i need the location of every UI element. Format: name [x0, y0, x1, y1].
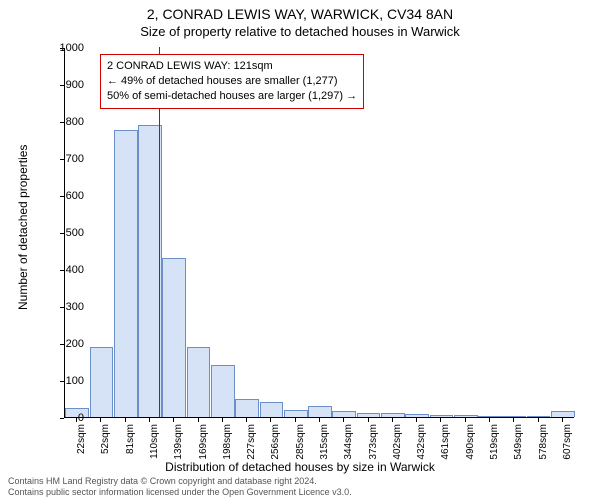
- x-tick-label: 578sqm: [538, 424, 549, 464]
- x-tick-label: 402sqm: [392, 424, 403, 464]
- y-tick-label: 600: [66, 190, 84, 202]
- x-tick-label: 432sqm: [416, 424, 427, 464]
- x-tick-label: 22sqm: [76, 424, 87, 464]
- histogram-bar: [357, 413, 381, 417]
- x-tick-mark: [319, 418, 320, 422]
- footer-line-2: Contains public sector information licen…: [8, 487, 592, 498]
- x-tick-label: 256sqm: [270, 424, 281, 464]
- x-tick-mark: [270, 418, 271, 422]
- y-axis-label: Number of detached properties: [16, 145, 30, 310]
- histogram-bar: [454, 415, 478, 417]
- y-tick-mark: [60, 196, 64, 197]
- y-tick-label: 900: [66, 79, 84, 91]
- y-tick-mark: [60, 48, 64, 49]
- y-tick-label: 800: [66, 116, 84, 128]
- x-tick-label: 285sqm: [295, 424, 306, 464]
- histogram-bar: [187, 347, 211, 417]
- y-tick-mark: [60, 159, 64, 160]
- x-tick-mark: [513, 418, 514, 422]
- x-tick-label: 198sqm: [222, 424, 233, 464]
- x-tick-mark: [489, 418, 490, 422]
- y-tick-label: 100: [66, 375, 84, 387]
- y-tick-mark: [60, 85, 64, 86]
- info-line-1: 2 CONRAD LEWIS WAY: 121sqm: [107, 59, 357, 74]
- x-tick-mark: [76, 418, 77, 422]
- x-tick-mark: [440, 418, 441, 422]
- x-tick-label: 519sqm: [489, 424, 500, 464]
- histogram-bar: [502, 416, 526, 417]
- x-tick-label: 490sqm: [465, 424, 476, 464]
- x-tick-label: 139sqm: [173, 424, 184, 464]
- y-tick-label: 0: [78, 412, 84, 424]
- histogram-bar: [211, 365, 235, 417]
- y-tick-mark: [60, 344, 64, 345]
- histogram-bar: [284, 410, 308, 417]
- x-tick-label: 373sqm: [368, 424, 379, 464]
- x-tick-label: 81sqm: [125, 424, 136, 464]
- chart-title-main: 2, CONRAD LEWIS WAY, WARWICK, CV34 8AN: [0, 0, 600, 22]
- x-tick-mark: [465, 418, 466, 422]
- x-tick-label: 227sqm: [246, 424, 257, 464]
- histogram-bar: [235, 399, 259, 418]
- y-tick-mark: [60, 122, 64, 123]
- histogram-bar: [162, 258, 186, 417]
- y-tick-mark: [60, 307, 64, 308]
- histogram-bar: [381, 413, 405, 417]
- histogram-bar: [308, 406, 332, 417]
- x-tick-mark: [538, 418, 539, 422]
- histogram-bar: [90, 347, 114, 417]
- y-tick-label: 700: [66, 153, 84, 165]
- x-tick-label: 315sqm: [319, 424, 330, 464]
- chart-title-sub: Size of property relative to detached ho…: [0, 22, 600, 39]
- histogram-bar: [332, 411, 356, 417]
- x-tick-mark: [149, 418, 150, 422]
- x-tick-label: 461sqm: [440, 424, 451, 464]
- y-tick-label: 200: [66, 338, 84, 350]
- x-tick-mark: [100, 418, 101, 422]
- x-tick-mark: [125, 418, 126, 422]
- y-tick-mark: [60, 381, 64, 382]
- histogram-bar: [114, 130, 138, 417]
- chart-container: 2, CONRAD LEWIS WAY, WARWICK, CV34 8AN S…: [0, 0, 600, 500]
- y-tick-label: 500: [66, 227, 84, 239]
- info-line-2: ← 49% of detached houses are smaller (1,…: [107, 74, 357, 89]
- y-tick-label: 400: [66, 264, 84, 276]
- x-tick-mark: [416, 418, 417, 422]
- histogram-bar: [405, 414, 429, 417]
- footer: Contains HM Land Registry data © Crown c…: [8, 476, 592, 498]
- y-tick-mark: [60, 233, 64, 234]
- x-tick-mark: [343, 418, 344, 422]
- x-tick-label: 169sqm: [198, 424, 209, 464]
- x-tick-mark: [392, 418, 393, 422]
- footer-line-1: Contains HM Land Registry data © Crown c…: [8, 476, 592, 487]
- histogram-bar: [260, 402, 284, 417]
- histogram-bar: [430, 415, 454, 417]
- y-tick-label: 300: [66, 301, 84, 313]
- x-tick-mark: [562, 418, 563, 422]
- x-tick-mark: [198, 418, 199, 422]
- x-tick-label: 52sqm: [100, 424, 111, 464]
- info-line-3: 50% of semi-detached houses are larger (…: [107, 89, 357, 104]
- x-tick-mark: [173, 418, 174, 422]
- x-tick-label: 607sqm: [562, 424, 573, 464]
- x-tick-mark: [368, 418, 369, 422]
- x-tick-label: 549sqm: [513, 424, 524, 464]
- x-tick-mark: [246, 418, 247, 422]
- y-tick-mark: [60, 270, 64, 271]
- histogram-bar: [527, 416, 551, 417]
- y-tick-mark: [60, 418, 64, 419]
- x-tick-label: 110sqm: [149, 424, 160, 464]
- histogram-bar: [478, 416, 502, 417]
- info-box: 2 CONRAD LEWIS WAY: 121sqm ← 49% of deta…: [100, 54, 364, 109]
- x-tick-mark: [222, 418, 223, 422]
- histogram-bar: [551, 411, 575, 417]
- x-tick-mark: [295, 418, 296, 422]
- x-tick-label: 344sqm: [343, 424, 354, 464]
